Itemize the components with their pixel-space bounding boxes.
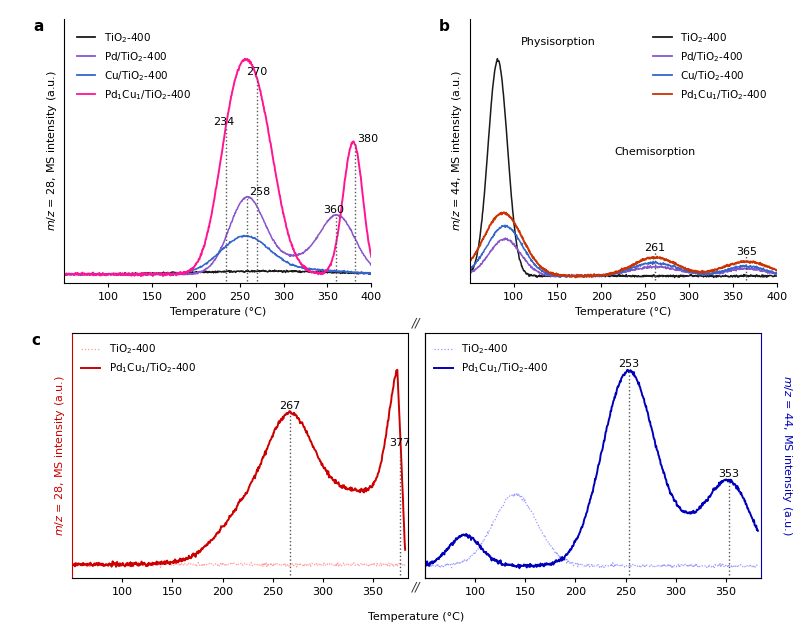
TiO$_2$-400 (753, 562, 763, 570)
Text: 234: 234 (213, 117, 235, 127)
Pd$_1$Cu$_1$/TiO$_2$-400 (514, 565, 524, 572)
Line: TiO$_2$-400: TiO$_2$-400 (72, 562, 405, 568)
Text: 380: 380 (357, 134, 378, 144)
TiO$_2$-400 (264, 561, 274, 568)
Pd$_1$Cu$_1$/TiO$_2$-400 (392, 366, 402, 374)
Legend: TiO$_2$-400, Pd$_1$Cu$_1$/TiO$_2$-400: TiO$_2$-400, Pd$_1$Cu$_1$/TiO$_2$-400 (78, 338, 200, 379)
TiO$_2$-400 (261, 558, 271, 566)
Pd$_1$Cu$_1$/TiO$_2$-400 (753, 527, 763, 534)
TiO$_2$-400 (291, 560, 300, 568)
Pd$_1$Cu$_1$/TiO$_2$-400 (479, 548, 489, 556)
TiO$_2$-400 (617, 560, 626, 568)
TiO$_2$-400 (505, 493, 515, 501)
Text: 270: 270 (247, 67, 268, 77)
Pd$_1$Cu$_1$/TiO$_2$-400 (111, 563, 121, 571)
TiO$_2$-400 (127, 561, 136, 568)
Pd$_1$Cu$_1$/TiO$_2$-400 (571, 535, 581, 543)
TiO$_2$-400 (67, 560, 77, 567)
Pd$_1$Cu$_1$/TiO$_2$-400 (420, 561, 429, 568)
TiO$_2$-400 (709, 565, 718, 572)
Y-axis label: $m/z$ = 28, MS intensity (a.u.): $m/z$ = 28, MS intensity (a.u.) (53, 375, 66, 536)
Pd$_1$Cu$_1$/TiO$_2$-400 (290, 411, 300, 419)
Text: //: // (413, 581, 421, 594)
Pd$_1$Cu$_1$/TiO$_2$-400 (67, 560, 77, 567)
Text: //: // (413, 317, 421, 330)
Text: Temperature (°C): Temperature (°C) (368, 612, 465, 622)
TiO$_2$-400 (219, 561, 228, 568)
Text: 377: 377 (389, 438, 411, 448)
TiO$_2$-400 (643, 561, 653, 569)
Text: 267: 267 (279, 401, 300, 411)
Text: 365: 365 (736, 247, 757, 257)
Text: a: a (34, 19, 44, 34)
Pd$_1$Cu$_1$/TiO$_2$-400 (127, 561, 136, 568)
Line: Pd$_1$Cu$_1$/TiO$_2$-400: Pd$_1$Cu$_1$/TiO$_2$-400 (72, 370, 405, 567)
Pd$_1$Cu$_1$/TiO$_2$-400 (622, 366, 632, 374)
Pd$_1$Cu$_1$/TiO$_2$-400 (264, 441, 274, 448)
TiO$_2$-400 (509, 489, 519, 497)
TiO$_2$-400 (400, 561, 410, 568)
Text: Chemisorption: Chemisorption (614, 146, 696, 156)
TiO$_2$-400 (420, 563, 429, 570)
Text: 261: 261 (644, 243, 666, 253)
Legend: TiO$_2$-400, Pd$_1$Cu$_1$/TiO$_2$-400: TiO$_2$-400, Pd$_1$Cu$_1$/TiO$_2$-400 (430, 338, 553, 379)
Pd$_1$Cu$_1$/TiO$_2$-400 (617, 374, 626, 381)
Text: 253: 253 (618, 359, 639, 369)
TiO$_2$-400 (83, 565, 92, 572)
TiO$_2$-400 (571, 561, 581, 568)
Pd$_1$Cu$_1$/TiO$_2$-400 (505, 561, 515, 568)
Pd$_1$Cu$_1$/TiO$_2$-400 (154, 560, 163, 568)
Text: c: c (32, 333, 41, 348)
X-axis label: Temperature (°C): Temperature (°C) (575, 307, 671, 317)
Y-axis label: $m/z$ = 44, MS intensity (a.u.): $m/z$ = 44, MS intensity (a.u.) (780, 375, 795, 536)
Pd$_1$Cu$_1$/TiO$_2$-400 (672, 502, 682, 509)
Pd$_1$Cu$_1$/TiO$_2$-400 (400, 546, 410, 553)
Text: Physisorption: Physisorption (521, 37, 595, 47)
Pd$_1$Cu$_1$/TiO$_2$-400 (219, 522, 228, 529)
Text: b: b (439, 19, 450, 34)
Text: 360: 360 (323, 205, 344, 215)
TiO$_2$-400 (671, 563, 681, 571)
Legend: TiO$_2$-400, Pd/TiO$_2$-400, Cu/TiO$_2$-400, Pd$_1$Cu$_1$/TiO$_2$-400: TiO$_2$-400, Pd/TiO$_2$-400, Cu/TiO$_2$-… (649, 26, 771, 106)
Line: Pd$_1$Cu$_1$/TiO$_2$-400: Pd$_1$Cu$_1$/TiO$_2$-400 (425, 370, 758, 568)
TiO$_2$-400 (154, 561, 163, 568)
Pd$_1$Cu$_1$/TiO$_2$-400 (644, 413, 654, 420)
TiO$_2$-400 (479, 537, 489, 544)
Legend: TiO$_2$-400, Pd/TiO$_2$-400, Cu/TiO$_2$-400, Pd$_1$Cu$_1$/TiO$_2$-400: TiO$_2$-400, Pd/TiO$_2$-400, Cu/TiO$_2$-… (72, 26, 195, 106)
Line: TiO$_2$-400: TiO$_2$-400 (425, 493, 758, 568)
Y-axis label: $m/z$ = 44, MS intensity (a.u.): $m/z$ = 44, MS intensity (a.u.) (450, 70, 464, 231)
Y-axis label: $m/z$ = 28, MS intensity (a.u.): $m/z$ = 28, MS intensity (a.u.) (45, 70, 58, 231)
TiO$_2$-400 (319, 560, 328, 567)
X-axis label: Temperature (°C): Temperature (°C) (170, 307, 266, 317)
Text: 258: 258 (249, 187, 271, 197)
Pd$_1$Cu$_1$/TiO$_2$-400 (319, 463, 328, 471)
Text: 353: 353 (718, 470, 739, 479)
